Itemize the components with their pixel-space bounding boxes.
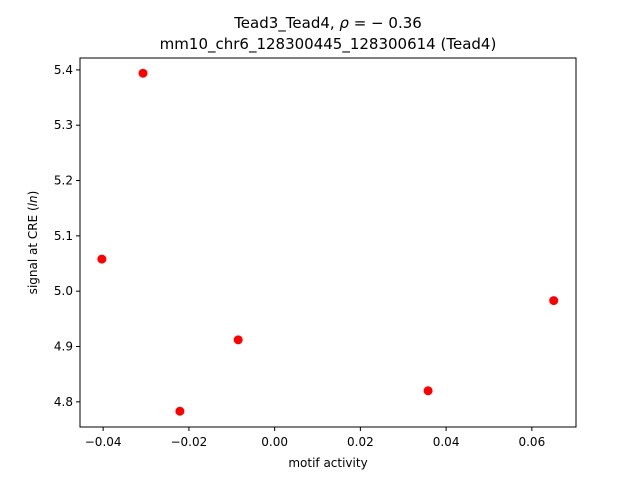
data-points — [97, 68, 559, 416]
scatter-point — [549, 296, 559, 306]
x-tick-label: 0.02 — [347, 435, 374, 449]
plot-area-frame — [79, 57, 577, 428]
x-tick-label: 0.04 — [433, 435, 460, 449]
x-tick-label: −0.02 — [170, 435, 207, 449]
chart-title-line2: mm10_chr6_128300445_128300614 (Tead4) — [160, 35, 497, 54]
y-axis-ticks: 4.8 4.9 5.0 5.1 5.2 5.3 5.4 — [54, 63, 80, 409]
y-tick-label: 5.0 — [54, 284, 73, 298]
scatter-point — [175, 406, 185, 416]
y-tick-label: 5.1 — [54, 229, 73, 243]
scatter-point — [233, 335, 243, 345]
x-tick-label: 0.06 — [518, 435, 545, 449]
y-axis-label: signal at CRE (ln) — [26, 191, 40, 295]
x-axis-ticks: −0.04 −0.02 0.00 0.02 0.04 0.06 — [85, 427, 545, 449]
chart-title-line1: Tead3_Tead4, ρ = − 0.36 — [233, 14, 422, 33]
y-tick-label: 5.4 — [54, 63, 73, 77]
scatter-point — [423, 386, 433, 396]
scatter-point — [138, 68, 148, 78]
x-tick-label: 0.00 — [261, 435, 288, 449]
y-tick-label: 4.8 — [54, 395, 73, 409]
scatter-point — [97, 254, 107, 264]
x-axis-label: motif activity — [288, 456, 367, 470]
y-tick-label: 5.2 — [54, 174, 73, 188]
y-tick-label: 5.3 — [54, 118, 73, 132]
y-tick-label: 4.9 — [54, 340, 73, 354]
x-tick-label: −0.04 — [85, 435, 122, 449]
